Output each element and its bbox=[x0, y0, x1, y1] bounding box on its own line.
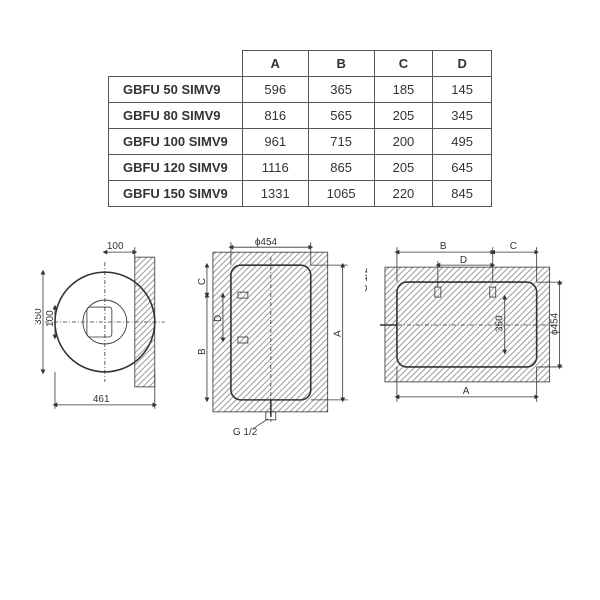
horizontal-view: G 1/2 B C D 350 ϕ454 A bbox=[365, 237, 565, 427]
dim-phi454-v: ϕ454 bbox=[255, 237, 278, 248]
table-row: GBFU 50 SIMV9596365185145 bbox=[108, 77, 491, 103]
dim-dia: 350 bbox=[35, 308, 44, 325]
vertical-view: ϕ454 A B C D G 1/2 bbox=[183, 237, 358, 447]
dim-A-v: A bbox=[332, 330, 343, 337]
row-label: GBFU 120 SIMV9 bbox=[108, 155, 242, 181]
row-label: GBFU 100 SIMV9 bbox=[108, 129, 242, 155]
col-C: C bbox=[374, 51, 433, 77]
dim-C-v: C bbox=[197, 278, 208, 285]
blank-header bbox=[108, 51, 242, 77]
row-label: GBFU 150 SIMV9 bbox=[108, 181, 242, 207]
dimensions-table: A B C D GBFU 50 SIMV9596365185145GBFU 80… bbox=[108, 50, 492, 207]
table-row: GBFU 120 SIMV91116865205645 bbox=[108, 155, 491, 181]
diagram-area: 100 350 100 461 bbox=[35, 237, 565, 447]
row-label: GBFU 50 SIMV9 bbox=[108, 77, 242, 103]
dim-350-h: 350 bbox=[495, 315, 506, 332]
dim-A-h: A bbox=[463, 386, 470, 397]
dim-phi454-h: ϕ454 bbox=[550, 312, 561, 335]
row-label: GBFU 80 SIMV9 bbox=[108, 103, 242, 129]
dim-D-v: D bbox=[213, 315, 224, 322]
dim-C-h: C bbox=[510, 241, 517, 252]
table-row: GBFU 80 SIMV9816565205345 bbox=[108, 103, 491, 129]
side-view: 100 350 100 461 bbox=[35, 237, 175, 427]
table-row: GBFU 100 SIMV9961715200495 bbox=[108, 129, 491, 155]
port-h: G 1/2 bbox=[365, 267, 370, 292]
col-D: D bbox=[433, 51, 492, 77]
table-row: GBFU 150 SIMV913311065220845 bbox=[108, 181, 491, 207]
dim-width: 461 bbox=[93, 394, 110, 405]
col-B: B bbox=[308, 51, 374, 77]
dim-D-h: D bbox=[460, 255, 467, 266]
dim-B-v: B bbox=[197, 348, 208, 355]
dim-inner: 100 bbox=[45, 310, 56, 327]
dim-top: 100 bbox=[107, 241, 124, 252]
dim-B-h: B bbox=[440, 241, 447, 252]
col-A: A bbox=[242, 51, 308, 77]
